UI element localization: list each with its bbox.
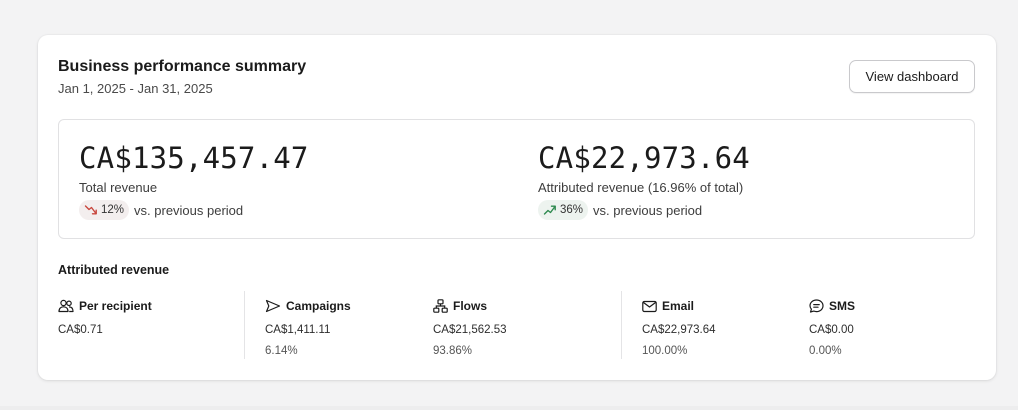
trend-down-icon	[84, 205, 97, 215]
email-label: Email	[662, 299, 695, 313]
divider	[621, 291, 622, 359]
per-recipient-value: CA$0.71	[58, 324, 103, 336]
total-revenue-trend: 12% vs. previous period	[79, 200, 243, 220]
campaigns-pct: 6.14%	[265, 345, 298, 357]
attributed-revenue-value: CA$22,973.64	[538, 141, 750, 175]
performance-summary-card: Business performance summary Jan 1, 2025…	[38, 35, 996, 380]
total-revenue-label: Total revenue	[79, 180, 158, 195]
view-dashboard-button[interactable]: View dashboard	[849, 60, 975, 93]
email-header: Email	[642, 298, 716, 314]
per-recipient-label: Per recipient	[79, 299, 152, 313]
flows-value: CA$21,562.53	[433, 324, 507, 336]
attributed-revenue-trend: 36% vs. previous period	[538, 200, 702, 220]
date-range: Jan 1, 2025 - Jan 31, 2025	[58, 81, 213, 96]
total-revenue-change: 12%	[101, 204, 125, 216]
card-title: Business performance summary	[58, 58, 307, 75]
trend-badge-up: 36%	[538, 200, 589, 220]
metrics-panel: CA$135,457.47 Total revenue 12% vs. prev…	[58, 119, 975, 239]
sms-icon	[809, 299, 824, 313]
page-bottom-edge	[0, 406, 1018, 410]
trend-up-icon	[543, 205, 556, 215]
sms-label: SMS	[829, 299, 856, 313]
attributed-revenue-change: 36%	[560, 204, 584, 216]
email-stat: Email CA$22,973.64 100.00%	[642, 298, 716, 357]
flows-stat: Flows CA$21,562.53 93.86%	[433, 298, 507, 357]
campaigns-stat: Campaigns CA$1,411.11 6.14%	[265, 298, 351, 357]
email-value: CA$22,973.64	[642, 324, 716, 336]
divider	[244, 291, 245, 359]
mail-icon	[642, 300, 657, 312]
flows-header: Flows	[433, 298, 507, 314]
sms-pct: 0.00%	[809, 345, 842, 357]
total-revenue-comparison: vs. previous period	[134, 202, 244, 218]
sms-header: SMS	[809, 298, 855, 314]
attributed-revenue-label: Attributed revenue (16.96% of total)	[538, 180, 744, 195]
attributed-revenue-heading: Attributed revenue	[58, 263, 170, 277]
people-icon	[58, 299, 74, 313]
attributed-revenue-comparison: vs. previous period	[593, 202, 703, 218]
sms-stat: SMS CA$0.00 0.00%	[809, 298, 855, 357]
trend-badge-down: 12%	[79, 200, 130, 220]
total-revenue-value: CA$135,457.47	[79, 141, 309, 175]
flows-pct: 93.86%	[433, 345, 473, 357]
campaigns-value: CA$1,411.11	[265, 324, 331, 336]
flows-icon	[433, 299, 448, 313]
sms-value: CA$0.00	[809, 324, 854, 336]
email-pct: 100.00%	[642, 345, 688, 357]
campaigns-label: Campaigns	[286, 299, 351, 313]
per-recipient-header: Per recipient	[58, 298, 152, 314]
send-icon	[265, 299, 281, 313]
flows-label: Flows	[453, 299, 488, 313]
campaigns-header: Campaigns	[265, 298, 351, 314]
per-recipient-stat: Per recipient CA$0.71	[58, 298, 152, 336]
